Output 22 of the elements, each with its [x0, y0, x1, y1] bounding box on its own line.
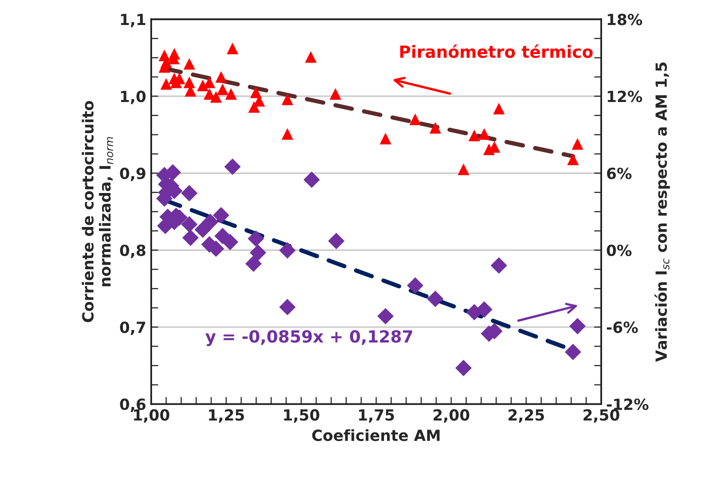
y2-tick-label: -12%	[606, 398, 648, 410]
annotation: y = -0,0859x + 0,1287	[205, 330, 412, 346]
y2-axis-title: Variación I$_{sc}$ con respecto a AM 1,5	[654, 62, 670, 362]
x-tick-label: 1,50	[284, 409, 320, 423]
text: Piranómetro térmico	[400, 44, 593, 58]
y2-tick-label: 0%	[606, 244, 632, 256]
x-tick-label: 2,00	[434, 409, 470, 423]
x-tick-label: 2,25	[508, 409, 544, 423]
y-tick-label: 0,7	[120, 322, 146, 336]
y2-tick-label: -6%	[606, 322, 638, 334]
y2-tick-label: 12%	[608, 90, 642, 102]
y-tick-label: 1,0	[121, 90, 146, 104]
y-tick-label: 0,8	[120, 244, 146, 258]
y2-tick-label: 6%	[607, 168, 632, 180]
x-axis-title: Coeficiente AM	[312, 429, 440, 442]
x-tick-label: 1,75	[359, 409, 394, 423]
x-tick-label: 1,25	[209, 409, 244, 423]
y-tick-label: 1,1	[121, 14, 146, 28]
x-tick-label: 2,50	[584, 409, 620, 423]
y-axis-title: Corriente de cortocircuito normalizada, I$_{norm}$	[82, 101, 114, 322]
y-tick-label: 0,9	[120, 168, 146, 182]
y2-tick-label: 18%	[608, 14, 642, 26]
